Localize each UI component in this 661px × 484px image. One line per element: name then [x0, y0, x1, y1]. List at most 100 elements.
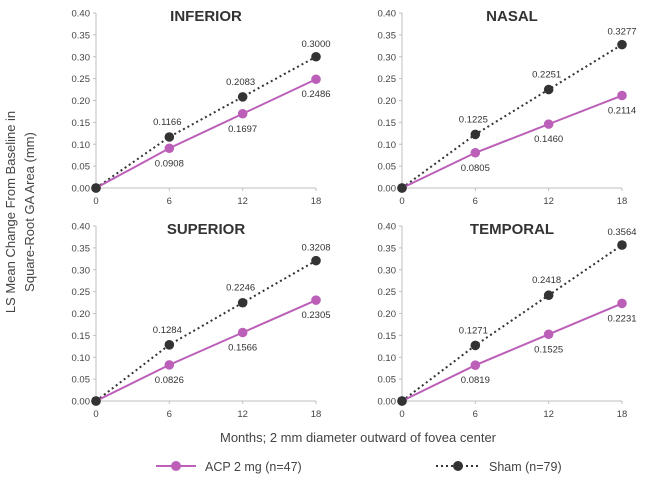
data-label-acp: 0.2305: [301, 310, 330, 321]
data-label-acp: 0.2486: [301, 89, 330, 100]
y-tick-label: 0.35: [378, 30, 397, 41]
panel-temporal: 0.00 0.05 0.10 0.15 0.20 0.25 0.30 0.35 0.40 0 6 12…: [378, 221, 637, 420]
x-tick-label: 18: [617, 196, 628, 207]
data-point-acp[interactable]: [617, 298, 627, 309]
data-point-sham[interactable]: [164, 132, 175, 142]
y-tick-label: 0.15: [72, 118, 91, 129]
y-axis-title-line-2: Square-Root GA Area (mm): [22, 132, 37, 292]
data-point-acp[interactable]: [164, 143, 175, 154]
data-label-sham: 0.2246: [226, 283, 255, 294]
x-tick-label: 18: [311, 409, 322, 420]
legend-entry-sham[interactable]: Sham (n=79): [436, 460, 562, 474]
x-tick-label: 6: [473, 409, 478, 420]
data-point-sham[interactable]: [164, 340, 175, 350]
data-point-sham[interactable]: [311, 51, 321, 62]
series-line-acp-temporal: [401, 302, 623, 402]
data-label-sham: 0.1271: [459, 325, 488, 336]
series-line-acp-nasal: [401, 94, 623, 189]
y-tick-label: 0.25: [72, 74, 91, 85]
series-line-acp-superior: [95, 299, 317, 402]
panel-nasal: 0.00 0.05 0.10 0.15 0.20 0.25 0.30 0.35 0.40 0 6 12…: [378, 8, 637, 207]
data-label-acp: 0.0819: [461, 375, 490, 386]
data-point-acp[interactable]: [470, 147, 481, 158]
legend-sham-marker: [453, 461, 463, 471]
data-label-acp: 0.2231: [607, 313, 636, 324]
data-point-acp[interactable]: [543, 329, 554, 340]
data-point-sham[interactable]: [237, 92, 248, 102]
y-tick-label: 0.15: [72, 331, 91, 342]
y-tick-label: 0.35: [378, 243, 397, 254]
data-point-acp[interactable]: [617, 90, 627, 101]
y-tick-label: 0.05: [72, 162, 91, 173]
y-tick-label: 0.10: [378, 140, 397, 151]
data-label-sham: 0.3000: [301, 39, 330, 50]
data-point-acp[interactable]: [91, 396, 101, 406]
y-tick-label: 0.40: [378, 9, 397, 20]
data-label-sham: 0.3208: [301, 243, 330, 254]
series-line-sham-nasal: [401, 43, 623, 189]
data-label-acp: 0.2114: [608, 106, 636, 117]
x-tick-label: 6: [167, 409, 172, 420]
data-label-sham: 0.3277: [607, 27, 636, 38]
data-point-acp[interactable]: [311, 74, 321, 85]
x-tick-label: 0: [93, 196, 98, 207]
data-point-sham[interactable]: [617, 240, 627, 250]
data-point-sham[interactable]: [543, 290, 554, 301]
data-point-sham[interactable]: [470, 340, 481, 351]
data-label-sham: 0.1166: [153, 117, 181, 128]
data-point-acp[interactable]: [237, 108, 248, 119]
legend: ACP 2 mg (n=47) Sham (n=79): [156, 460, 562, 474]
x-tick-label: 0: [399, 409, 404, 420]
data-point-acp[interactable]: [164, 360, 175, 370]
y-tick-label: 0.05: [72, 375, 91, 386]
y-tick-label: 0.05: [378, 162, 397, 173]
data-label-sham: 0.2083: [226, 77, 255, 88]
data-label-sham: 0.2251: [532, 70, 561, 81]
panel-title-temporal: TEMPORAL: [470, 221, 554, 238]
legend-entry-acp[interactable]: ACP 2 mg (n=47): [156, 460, 302, 474]
data-label-sham: 0.1225: [459, 114, 488, 125]
data-point-acp[interactable]: [543, 119, 554, 129]
data-point-acp[interactable]: [311, 295, 321, 305]
y-tick-label: 0.30: [72, 265, 91, 276]
data-point-acp[interactable]: [397, 396, 407, 406]
data-point-sham[interactable]: [470, 129, 481, 140]
series-line-acp-inferior: [95, 78, 317, 189]
y-tick-label: 0.05: [378, 375, 397, 386]
panel-title-superior: SUPERIOR: [167, 221, 246, 238]
panels: 0.00 0.05 0.10 0.15 0.20 0.25 0.30 0.35 0.40 0 6 12…: [72, 8, 637, 420]
x-tick-label: 12: [543, 409, 554, 420]
y-tick-label: 0.30: [378, 265, 397, 276]
data-label-sham: 0.2418: [532, 275, 561, 286]
y-tick-label: 0.20: [72, 96, 91, 107]
y-axis-title-line-1: LS Mean Change From Baseline in: [3, 111, 18, 313]
x-tick-label: 12: [237, 409, 248, 420]
series-line-sham-superior: [95, 259, 317, 402]
data-point-sham[interactable]: [237, 297, 248, 308]
data-point-acp[interactable]: [470, 360, 481, 370]
data-point-acp[interactable]: [237, 327, 248, 338]
data-point-sham[interactable]: [617, 39, 627, 50]
y-tick-label: 0.25: [72, 287, 91, 298]
series-line-sham-inferior: [95, 55, 317, 189]
data-label-sham: 0.3564: [607, 227, 636, 238]
panel-superior: 0.00 0.05 0.10 0.15 0.20 0.25 0.30 0.35 0.40 0 6 12…: [72, 221, 331, 420]
x-tick-label: 12: [543, 196, 554, 207]
y-tick-label: 0.25: [378, 74, 397, 85]
y-tick-label: 0.00: [72, 184, 91, 195]
x-tick-label: 6: [167, 196, 172, 207]
data-point-acp[interactable]: [397, 183, 407, 193]
y-tick-label: 0.30: [72, 52, 91, 63]
data-point-sham[interactable]: [311, 255, 321, 266]
data-label-acp: 0.1697: [228, 124, 257, 135]
data-point-acp[interactable]: [91, 183, 101, 193]
x-tick-label: 0: [93, 409, 98, 420]
y-tick-label: 0.20: [72, 309, 91, 320]
data-label-acp: 0.1566: [228, 342, 257, 353]
x-tick-label: 18: [311, 196, 322, 207]
y-tick-label: 0.00: [378, 397, 397, 408]
y-tick-label: 0.10: [72, 140, 91, 151]
x-tick-label: 12: [237, 196, 248, 207]
data-point-sham[interactable]: [543, 84, 554, 95]
y-tick-label: 0.10: [72, 353, 91, 364]
